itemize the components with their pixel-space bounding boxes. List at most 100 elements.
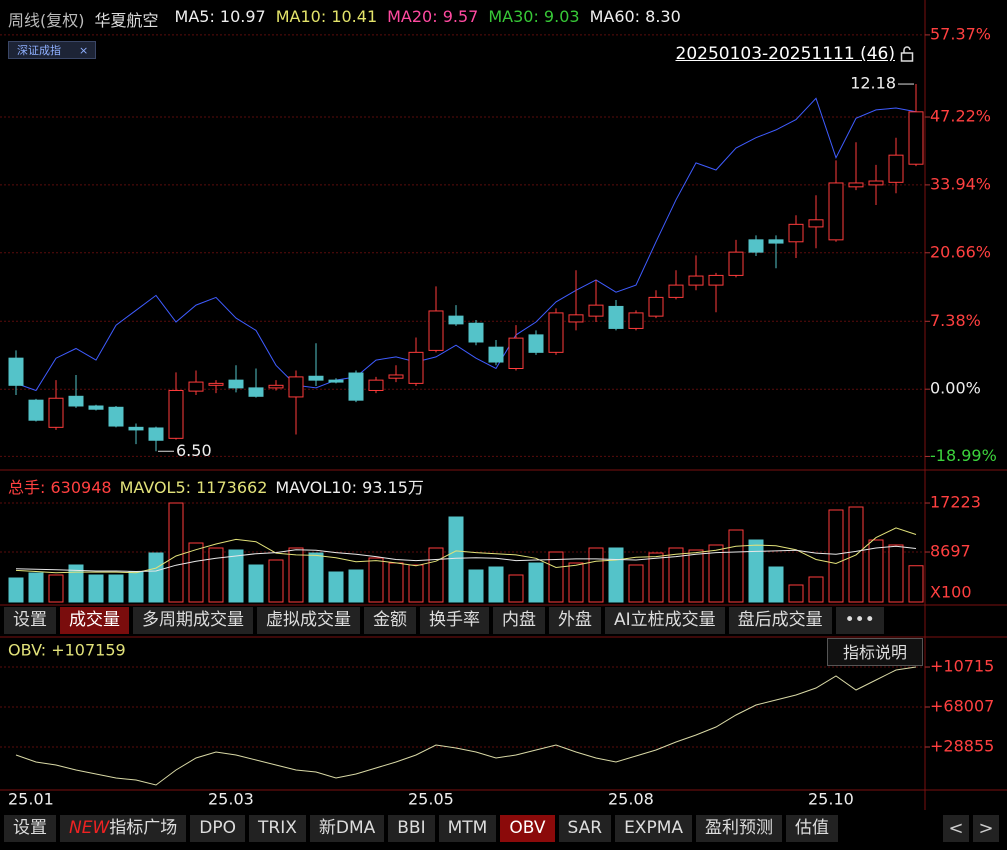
tab[interactable]: AI立桩成交量 — [605, 607, 725, 634]
candle-body — [568, 314, 584, 323]
tab[interactable]: BBI — [388, 815, 435, 842]
close-icon[interactable]: × — [79, 43, 89, 57]
tab[interactable]: 盘后成交量 — [728, 607, 832, 634]
tab[interactable]: 设置 — [4, 815, 56, 842]
stock-name: 华夏航空 — [94, 11, 159, 30]
tab[interactable]: 换手率 — [420, 607, 489, 634]
candle-body — [768, 239, 784, 244]
volume-bar — [528, 562, 544, 603]
lock-icon[interactable] — [900, 46, 914, 62]
candle-body — [828, 182, 844, 241]
tab[interactable]: EXPMA — [615, 815, 692, 842]
candle-body — [628, 312, 644, 329]
y-tick-label: 17223 — [930, 493, 981, 512]
y-tick-label: +28855 — [930, 737, 994, 756]
volume-bar — [108, 574, 124, 603]
nav-button[interactable]: > — [973, 815, 999, 842]
tab-label: ••• — [844, 610, 875, 630]
volume-bar — [448, 516, 464, 603]
ma-label: MA30: 9.03 — [488, 7, 580, 26]
tab[interactable]: 成交量 — [60, 607, 129, 634]
candle-body — [408, 351, 424, 384]
tab[interactable]: MTM — [438, 815, 497, 842]
volume-bar — [168, 502, 184, 603]
candle-body — [388, 374, 404, 379]
tab[interactable]: DPO — [190, 815, 246, 842]
tab[interactable]: OBV — [500, 815, 555, 842]
tab[interactable]: 金额 — [364, 607, 416, 634]
candle-body — [28, 399, 44, 421]
tab[interactable]: 盈利预测 — [696, 815, 782, 842]
tab[interactable]: 新DMA — [309, 815, 385, 842]
candle-body — [508, 337, 524, 370]
tab[interactable]: 设置 — [4, 607, 56, 634]
candle-body — [168, 389, 184, 439]
mavol-line — [15, 527, 917, 574]
tab-label: 虚拟成交量 — [266, 610, 351, 630]
overlay-tag[interactable]: 深证成指 × — [8, 41, 96, 59]
volume-bar — [8, 577, 24, 603]
tab-label: 设置 — [13, 818, 47, 838]
tab-label: 内盘 — [502, 610, 536, 630]
volume-bar — [368, 557, 384, 603]
candle-body — [848, 182, 864, 188]
tab[interactable]: ••• — [835, 607, 884, 634]
tab-label: 成交量 — [69, 610, 120, 630]
candle-body — [708, 274, 724, 286]
legend-entry: 总手: 630948 — [8, 478, 112, 497]
candle-body — [888, 154, 904, 183]
tab[interactable]: 虚拟成交量 — [257, 607, 360, 634]
volume-bar — [608, 547, 624, 603]
candle-body — [868, 180, 884, 186]
tab[interactable]: 内盘 — [493, 607, 545, 634]
candle-body — [748, 239, 764, 253]
y-tick-label: +10715 — [930, 657, 994, 676]
tab[interactable]: NEW指标广场 — [60, 815, 187, 842]
tab-label: 指标广场 — [109, 818, 178, 838]
candle-body — [548, 312, 564, 353]
tab[interactable]: TRIX — [249, 815, 306, 842]
tab[interactable]: 估值 — [786, 815, 838, 842]
nav-buttons: < > — [943, 815, 999, 842]
tab-label: DPO — [199, 818, 237, 838]
nav-button[interactable]: < — [943, 815, 969, 842]
volume-bar — [628, 564, 644, 603]
y-tick-label: 33.94% — [930, 174, 991, 193]
x-tick-label: 25.03 — [208, 790, 254, 809]
tab[interactable]: SAR — [558, 815, 612, 842]
tooltip[interactable]: 指标说明 — [827, 638, 923, 666]
candle-body — [428, 310, 444, 351]
volume-bar — [488, 566, 504, 603]
volume-bar — [808, 576, 824, 603]
volume-bar — [788, 584, 804, 603]
candle-body — [128, 426, 144, 431]
volume-bar — [208, 547, 224, 603]
volume-bar — [728, 529, 744, 603]
tab-label: 金额 — [373, 610, 407, 630]
y-tick-label: 0.00% — [930, 379, 981, 398]
tab-label: 盈利预测 — [705, 818, 773, 838]
volume-bar — [868, 539, 884, 603]
candle-body — [208, 382, 224, 386]
ma-label: MA10: 10.41 — [275, 7, 378, 26]
candle-body — [48, 397, 64, 428]
tab-label: SAR — [567, 818, 603, 838]
tab-label: OBV — [509, 818, 546, 838]
volume-bar — [648, 552, 664, 603]
high-label: 12.18 — [850, 74, 896, 93]
volume-bar — [288, 547, 304, 603]
candle-body — [608, 305, 624, 329]
tab[interactable]: 外盘 — [549, 607, 601, 634]
candle-body — [648, 296, 664, 317]
volume-bar — [828, 509, 844, 603]
obv-legend: OBV: +107159 — [8, 641, 126, 660]
date-range[interactable]: 20250103-20251111 (46) — [675, 44, 896, 64]
candle-body — [288, 376, 304, 398]
period[interactable]: 周线(复权) — [8, 11, 85, 30]
volume-tabs: 设置 成交量 多周期成交量 虚拟成交量 金额 换手率 内盘 外盘 AI立桩成交量 盘后成交量 ••• — [4, 607, 884, 634]
tab[interactable]: 多周期成交量 — [133, 607, 253, 634]
volume-bar — [388, 562, 404, 603]
candle-body — [328, 379, 344, 383]
tab-label: 外盘 — [558, 610, 592, 630]
